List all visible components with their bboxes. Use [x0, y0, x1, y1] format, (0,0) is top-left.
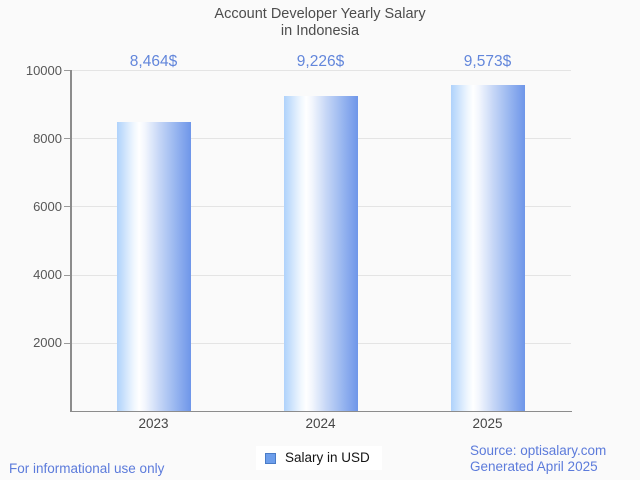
chart-title: Account Developer Yearly Salary in Indon… — [0, 6, 640, 40]
y-axis-tick-label: 4000 — [33, 267, 62, 283]
legend: Salary in USD — [256, 446, 382, 470]
y-axis-tick — [64, 70, 70, 71]
x-axis-category-label: 2024 — [305, 416, 336, 431]
disclaimer-text: For informational use only — [9, 461, 165, 476]
chart-title-line2: in Indonesia — [280, 23, 360, 39]
bar-2024[interactable] — [283, 96, 358, 411]
bar-2023[interactable] — [116, 122, 191, 411]
y-axis-line — [70, 70, 72, 411]
y-axis-tick — [64, 206, 70, 208]
x-axis-line — [70, 410, 572, 412]
legend-label: Salary in USD — [285, 450, 370, 465]
legend-swatch-icon — [265, 452, 276, 464]
y-axis-tick-label: 6000 — [33, 198, 62, 214]
gridline — [70, 70, 571, 71]
bar-value-label: 9,226$ — [296, 53, 345, 70]
y-axis-tick — [64, 342, 70, 344]
y-axis-tick-label: 8000 — [33, 130, 62, 146]
source-text: Source: optisalary.com — [470, 443, 607, 458]
y-axis-tick-label: 10000 — [25, 62, 62, 78]
bar-value-label: 8,464$ — [129, 53, 178, 70]
x-axis-category-label: 2025 — [472, 416, 503, 431]
x-axis-category-label: 2023 — [138, 416, 169, 431]
source-block: Source: optisalary.com Generated April 2… — [470, 443, 606, 474]
bar-value-label: 9,573$ — [463, 53, 512, 70]
bar-2025[interactable] — [450, 84, 525, 411]
y-axis-tick-label: 2000 — [33, 335, 62, 351]
generated-text: Generated April 2025 — [470, 458, 598, 474]
chart-title-line1: Account Developer Yearly Salary — [214, 6, 426, 22]
y-axis-tick — [64, 138, 70, 140]
y-axis-tick — [64, 274, 70, 276]
